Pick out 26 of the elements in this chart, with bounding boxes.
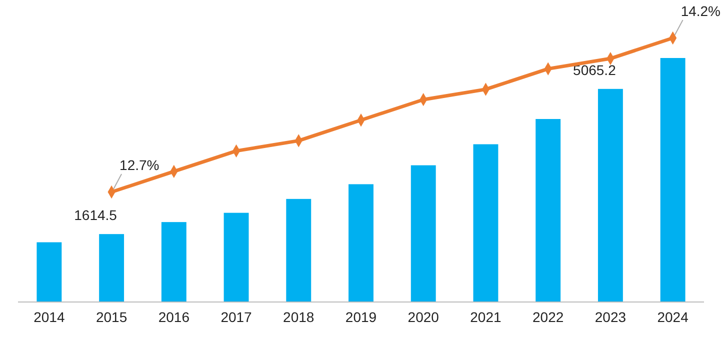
x-tick-label: 2019 xyxy=(345,308,377,325)
x-tick-label: 2017 xyxy=(220,308,252,325)
x-tick-label: 2016 xyxy=(158,308,190,325)
data-label: 5065.2 xyxy=(573,62,616,78)
bar xyxy=(598,88,623,302)
bar xyxy=(161,222,186,302)
bar xyxy=(536,119,561,302)
bar xyxy=(224,212,249,302)
x-tick-label: 2020 xyxy=(408,308,440,325)
bar xyxy=(348,184,374,302)
x-tick-label: 2023 xyxy=(594,308,626,325)
x-tick-label: 2022 xyxy=(532,308,564,325)
bar xyxy=(99,234,124,302)
bar xyxy=(410,165,436,302)
x-tick-label: 2024 xyxy=(657,308,689,325)
data-label: 1614.5 xyxy=(74,207,118,224)
bar xyxy=(660,58,686,302)
x-tick-label: 2015 xyxy=(96,308,128,325)
bar xyxy=(36,242,62,302)
x-tick-label: 2014 xyxy=(34,308,65,325)
data-label: 12.7% xyxy=(120,157,160,173)
x-tick-label: 2018 xyxy=(283,308,314,325)
data-label: 14.2% xyxy=(680,3,721,19)
bar xyxy=(473,144,498,302)
bar xyxy=(286,198,312,302)
x-tick-label: 2021 xyxy=(470,308,502,325)
